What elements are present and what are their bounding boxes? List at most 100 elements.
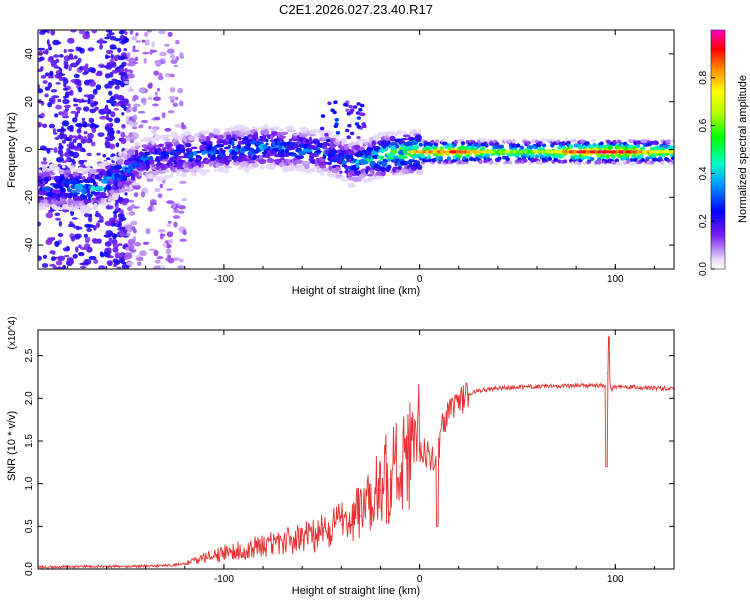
spectrogram-cell <box>127 238 136 245</box>
spectrogram-cell <box>124 73 128 80</box>
spectrogram-cell <box>205 130 209 134</box>
spectrogram-cell <box>164 137 171 142</box>
spectrogram-cell <box>631 161 636 166</box>
spectrogram-cell <box>332 148 336 151</box>
spectrogram-cell <box>173 208 179 214</box>
spectrogram-cell <box>595 153 601 157</box>
spectrogram-cell <box>78 159 85 165</box>
spectrogram-cell <box>538 140 543 145</box>
spectrogram-cell <box>179 172 188 178</box>
spectrogram-cell <box>86 224 95 228</box>
snr-y-tick-label: 0.0 <box>24 562 35 576</box>
spectrogram-y-tick-label: 20 <box>24 96 35 108</box>
spectrogram-cell <box>58 145 64 150</box>
spectrogram-cell <box>541 143 547 148</box>
spectrogram-cell <box>57 207 64 211</box>
spectrogram-cell <box>333 124 338 128</box>
spectrogram-cell <box>128 61 133 66</box>
spectrogram-cell <box>262 129 270 136</box>
spectrogram-cell <box>124 159 131 165</box>
spectrogram-cell <box>109 47 118 50</box>
spectrogram-cell <box>128 211 136 216</box>
spectrogram-cell <box>329 149 338 155</box>
spectrogram-cell <box>71 217 78 220</box>
spectrogram-cell <box>629 157 635 162</box>
spectrogram-cell <box>640 146 645 151</box>
snr-data-point <box>282 542 284 545</box>
spectrogram-cell <box>110 54 114 59</box>
spectrogram-cell <box>386 164 392 170</box>
spectrogram-cell <box>88 255 97 261</box>
spectrogram-cell <box>81 117 86 121</box>
snr-data-point <box>409 453 411 455</box>
spectrogram-cell <box>99 43 103 50</box>
spectrogram-cell <box>55 104 62 110</box>
spectrogram-cell <box>40 75 47 79</box>
spectrogram-cell <box>396 129 403 135</box>
spectrogram-cell <box>516 143 521 148</box>
spectrogram-cell <box>113 233 118 238</box>
spectrogram-cell <box>141 39 146 43</box>
spectrogram-cell <box>175 39 180 45</box>
spectrogram-cell <box>320 165 327 169</box>
spectrogram-cell <box>70 236 76 242</box>
spectrogram-cell <box>169 87 176 93</box>
spectrogram-cell <box>40 101 45 106</box>
spectrogram-cell <box>135 32 139 37</box>
spectrogram-cell <box>639 154 644 159</box>
spectrogram-cell <box>345 154 354 160</box>
spectrogram-cell <box>82 121 88 128</box>
spectrogram-cell <box>147 96 153 101</box>
spectrogram-cell <box>197 156 201 161</box>
spectrogram-cell <box>52 39 60 46</box>
snr-data-point <box>223 553 225 555</box>
spectrogram-cell <box>45 239 53 246</box>
spectrogram-cell <box>310 167 316 173</box>
spectrogram-cell <box>281 131 288 135</box>
spectrogram-cell <box>536 160 541 165</box>
spectrogram-cell <box>206 140 213 145</box>
spectrogram-cell <box>380 166 387 172</box>
spectrogram-cell <box>54 64 58 69</box>
spectrogram-cell <box>40 112 45 118</box>
spectrogram-cell <box>90 102 95 108</box>
snr-data-point <box>321 534 323 536</box>
spectrogram-cell <box>405 141 413 148</box>
spectrogram-cell <box>77 46 82 52</box>
spectrogram-cell <box>67 37 75 44</box>
spectrogram-cell <box>129 30 134 35</box>
spectrogram-cell <box>179 100 184 107</box>
spectrogram-cell <box>165 143 174 148</box>
spectrogram-cell <box>493 161 499 166</box>
spectrogram-cell <box>128 184 133 191</box>
spectrogram-cell <box>117 67 125 74</box>
spectrogram-cell <box>113 213 118 220</box>
spectrogram-cell <box>370 169 375 176</box>
spectrogram-cell <box>42 80 48 84</box>
spectrogram-cell <box>174 96 179 101</box>
spectrogram-cell <box>99 116 107 120</box>
spectrogram-cell <box>150 175 158 178</box>
snr-data-point <box>477 390 479 392</box>
spectrogram-cell <box>78 244 82 249</box>
spectrogram-cell <box>175 141 180 145</box>
spectrogram-x-tick-label: 100 <box>607 274 624 285</box>
spectrogram-cell <box>149 159 155 166</box>
spectrogram-cell <box>649 160 655 165</box>
spectrogram-cell <box>154 134 162 140</box>
snr-data-point <box>370 501 372 503</box>
spectrogram-cell <box>651 147 656 152</box>
spectrogram-cell <box>398 155 408 160</box>
spectrogram-cell <box>146 30 153 33</box>
spectrogram-cell <box>123 81 130 84</box>
spectrogram-cell <box>63 48 67 54</box>
spectrogram-cell <box>307 141 313 145</box>
spectrogram-cell <box>47 101 53 108</box>
spectrogram-cell <box>60 181 65 187</box>
spectrogram-cell <box>222 168 230 174</box>
spectrogram-cell <box>70 62 78 68</box>
spectrogram-cell <box>365 168 369 174</box>
spectrogram-cell <box>159 51 167 57</box>
spectrogram-cell <box>105 123 113 128</box>
spectrogram-cell <box>266 157 275 164</box>
